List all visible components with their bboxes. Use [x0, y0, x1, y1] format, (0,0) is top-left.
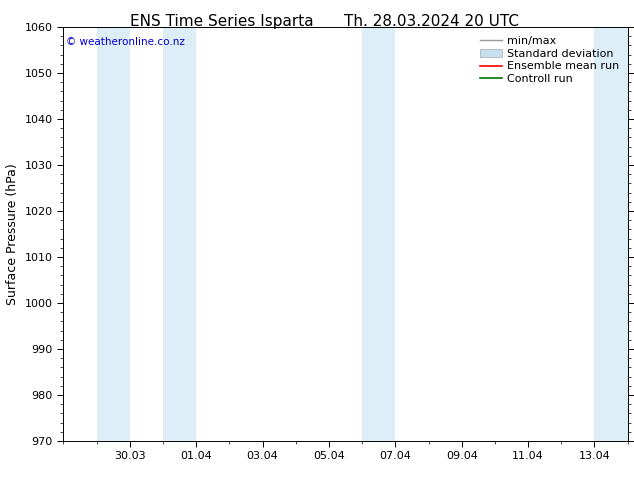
- Bar: [362, 27, 396, 441]
- Bar: [595, 27, 628, 441]
- Bar: [96, 27, 130, 441]
- Legend: min/max, Standard deviation, Ensemble mean run, Controll run: min/max, Standard deviation, Ensemble me…: [477, 32, 622, 88]
- Bar: [163, 27, 196, 441]
- Text: Th. 28.03.2024 20 UTC: Th. 28.03.2024 20 UTC: [344, 14, 519, 29]
- Text: ENS Time Series Isparta: ENS Time Series Isparta: [130, 14, 314, 29]
- Y-axis label: Surface Pressure (hPa): Surface Pressure (hPa): [6, 163, 19, 305]
- Text: © weatheronline.co.nz: © weatheronline.co.nz: [66, 37, 185, 48]
